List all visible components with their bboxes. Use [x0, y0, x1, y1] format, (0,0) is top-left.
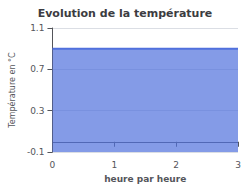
svg-text:1.1: 1.1 [30, 23, 44, 33]
svg-text:3: 3 [235, 160, 241, 170]
svg-text:0.7: 0.7 [30, 64, 44, 74]
svg-text:0: 0 [50, 160, 56, 170]
svg-text:1: 1 [111, 160, 117, 170]
svg-text:0.3: 0.3 [30, 106, 44, 116]
svg-text:-0.1: -0.1 [27, 147, 45, 157]
svg-text:2: 2 [173, 160, 179, 170]
svg-text:heure par heure: heure par heure [104, 174, 186, 184]
svg-text:Température en °C: Température en °C [7, 52, 17, 129]
svg-text:Evolution de la température: Evolution de la température [38, 7, 213, 20]
